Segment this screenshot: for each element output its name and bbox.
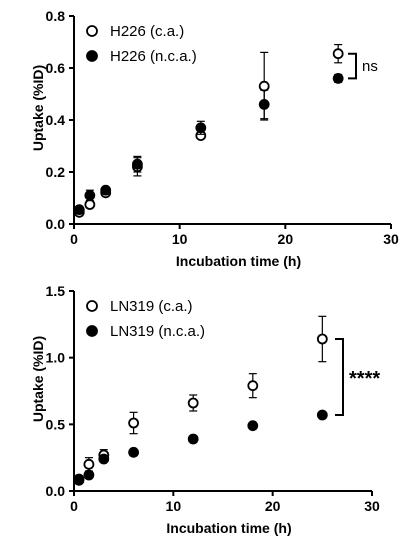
significance-bracket xyxy=(335,338,344,416)
data-point-filled xyxy=(131,158,143,170)
x-tick-label: 10 xyxy=(166,498,182,514)
x-tick-label: 20 xyxy=(278,231,294,247)
significance-label: ns xyxy=(362,58,378,75)
x-tick-label: 0 xyxy=(70,498,78,514)
x-tick-label: 30 xyxy=(383,231,399,247)
y-tick-label: 0.2 xyxy=(46,164,66,180)
y-tick-label: 0.5 xyxy=(46,416,66,432)
data-point-filled xyxy=(84,189,96,201)
series-ca xyxy=(73,43,344,218)
data-point-filled xyxy=(332,73,344,84)
x-tick-label: 10 xyxy=(172,231,188,247)
y-tick-label: 0.4 xyxy=(46,112,66,128)
y-tick-label: 0.8 xyxy=(46,8,66,24)
data-point-filled xyxy=(98,453,110,465)
chart-panel-2: 0 10 20 30 0.0 0.5 1.0 1.5 Incubation time (h) Up… xyxy=(30,283,380,536)
data-point-filled xyxy=(195,122,207,134)
data-point-open xyxy=(128,417,140,429)
x-tick-label: 30 xyxy=(364,498,380,514)
data-point-filled xyxy=(83,469,95,481)
legend-marker-filled xyxy=(86,50,98,62)
y-tick-label: 1.0 xyxy=(46,350,66,366)
data-point-open xyxy=(247,380,259,392)
legend-marker-filled xyxy=(86,325,98,337)
data-point-filled xyxy=(73,474,85,486)
data-point-filled xyxy=(73,204,85,216)
data-point-open xyxy=(258,80,270,92)
y-tick-label: 0.6 xyxy=(46,60,66,76)
y-tick-label: 0.0 xyxy=(46,216,66,232)
x-axis-title: Incubation time (h) xyxy=(176,253,301,269)
data-point-filled xyxy=(258,99,270,110)
significance-bracket xyxy=(348,52,357,80)
legend-marker-open xyxy=(86,25,98,37)
chart-panel-1: 0 10 20 30 0.0 0.2 0.4 0.6 0.8 Incubation time (h… xyxy=(30,8,399,269)
x-tick-label: 0 xyxy=(70,231,78,247)
data-point-filled xyxy=(187,433,199,445)
y-axis-title: Uptake (%ID) xyxy=(30,65,46,151)
data-point-filled xyxy=(316,409,328,421)
data-point-open xyxy=(332,48,344,60)
data-point-filled xyxy=(128,446,140,458)
legend-label: H226 (n.c.a.) xyxy=(110,48,197,65)
data-point-filled xyxy=(100,184,112,196)
legend-label: H226 (c.a.) xyxy=(110,23,184,40)
significance-label: **** xyxy=(349,368,380,390)
data-point-open xyxy=(316,333,328,345)
x-axis-title: Incubation time (h) xyxy=(166,520,291,536)
data-point-open xyxy=(187,397,199,409)
series-nca xyxy=(73,409,328,486)
legend-marker-open xyxy=(86,300,98,312)
legend-label: LN319 (c.a.) xyxy=(110,298,193,315)
data-point-open xyxy=(83,458,95,470)
y-tick-label: 1.5 xyxy=(46,283,66,299)
y-axis-title: Uptake (%ID) xyxy=(30,336,46,422)
data-point-filled xyxy=(247,420,259,432)
legend-label: LN319 (n.c.a.) xyxy=(110,323,205,340)
data-point-open xyxy=(84,199,96,210)
series-nca xyxy=(73,73,344,216)
y-tick-label: 0.0 xyxy=(46,483,66,499)
x-tick-label: 20 xyxy=(265,498,281,514)
series-ca xyxy=(73,315,328,485)
